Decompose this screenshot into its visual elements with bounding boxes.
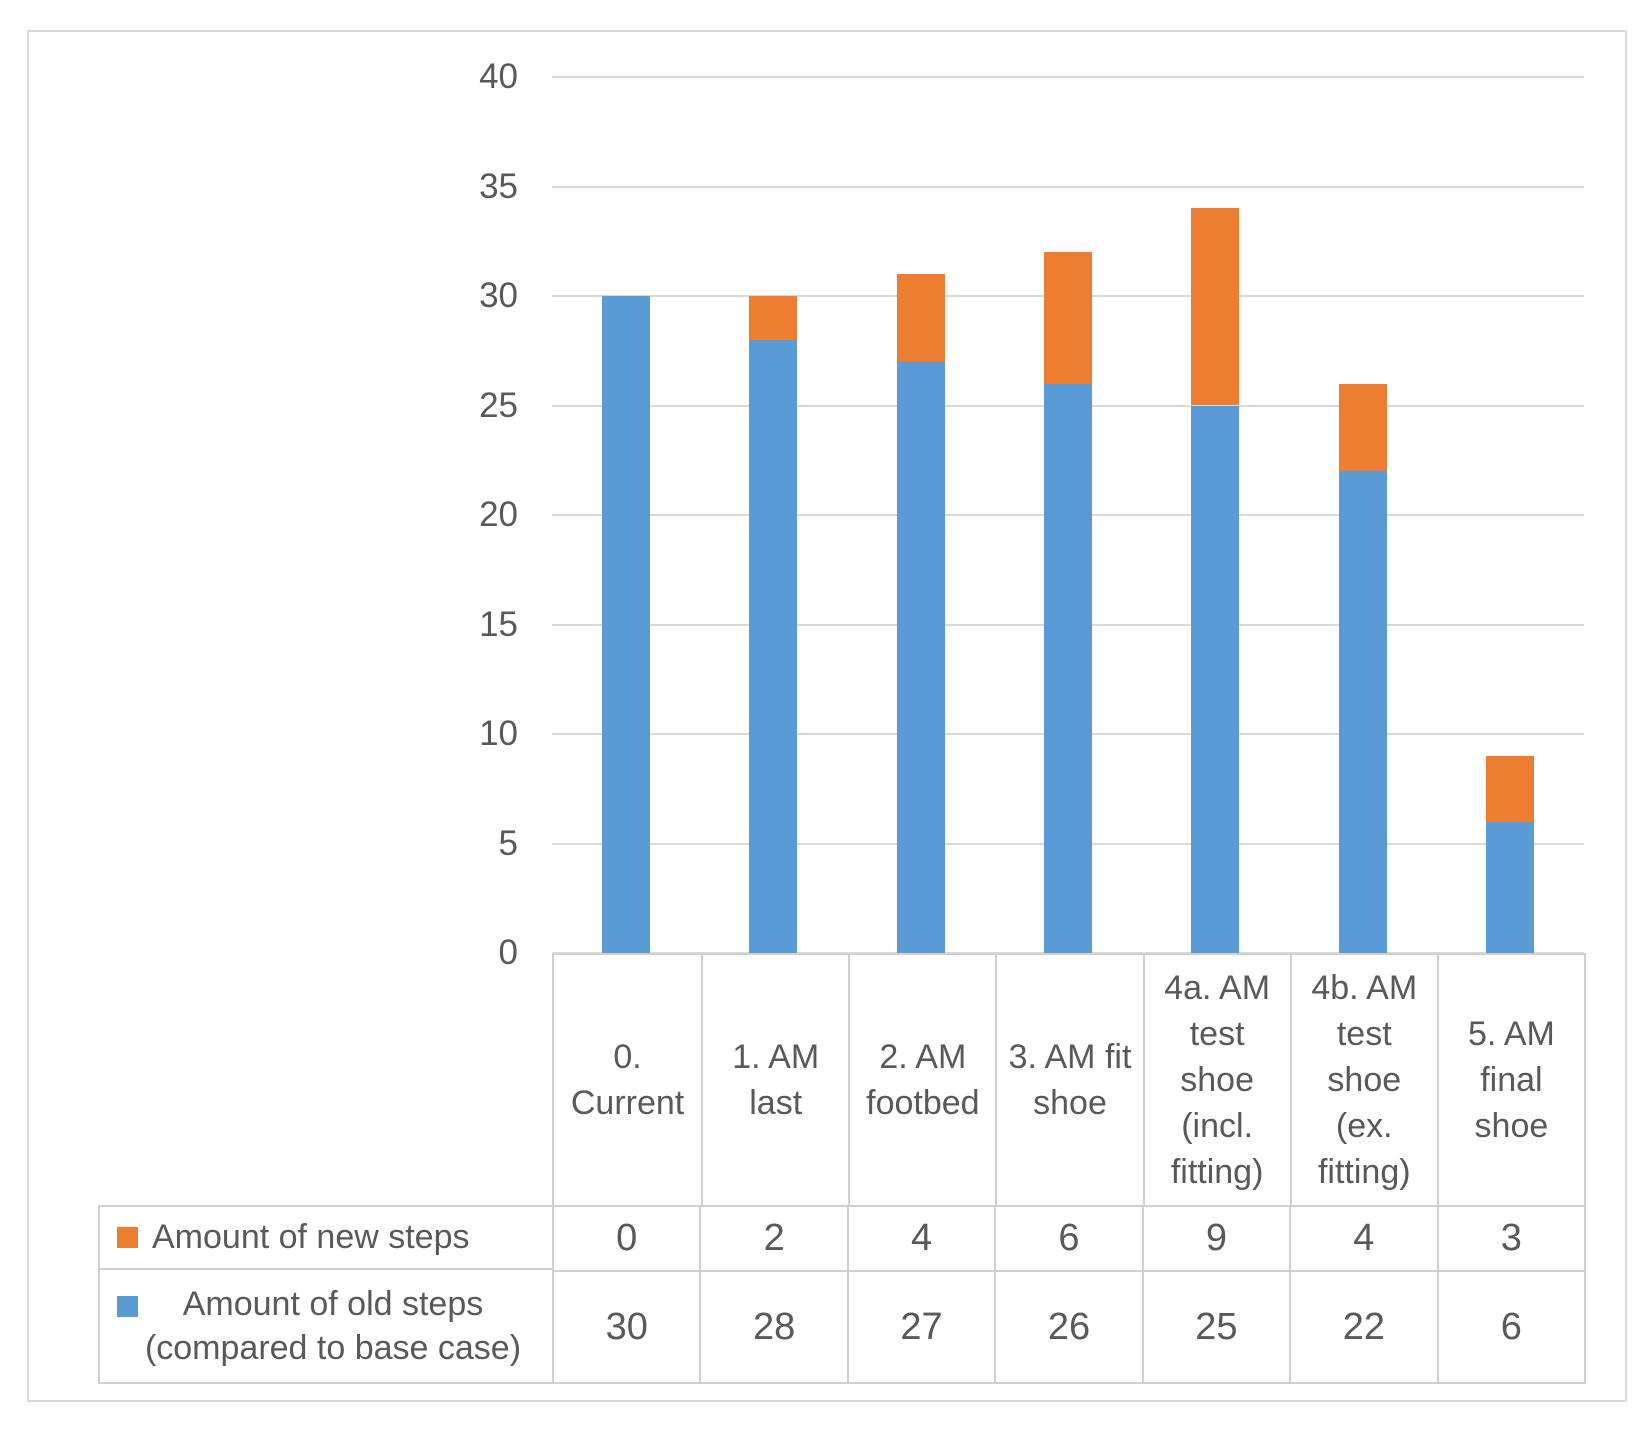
bar-segment-old-steps	[1338, 471, 1387, 953]
y-axis-tick-label: 20	[479, 495, 518, 534]
old-steps-legend-label: Amount of old steps (compared to base ca…	[144, 1285, 522, 1367]
data-table: Amount of new steps Amount of old steps …	[98, 1205, 1586, 1384]
y-axis-tick-label: 40	[479, 57, 518, 96]
bar-segment-old-steps	[1044, 383, 1092, 953]
category-label: 1. AM last	[701, 955, 848, 1205]
table-value-old-steps: 6	[1436, 1270, 1584, 1382]
bar-segment-new-steps	[1338, 383, 1387, 472]
table-value-new-steps: 2	[699, 1207, 846, 1270]
table-value-new-steps: 4	[1289, 1207, 1436, 1270]
bar-segment-old-steps	[1191, 405, 1240, 953]
table-value-new-steps: 9	[1141, 1207, 1289, 1270]
bar-segment-new-steps	[749, 296, 798, 340]
legend-entry-old-steps: Amount of old steps (compared to base ca…	[100, 1268, 552, 1382]
table-value-new-steps: 4	[846, 1207, 994, 1270]
bar-segment-old-steps	[601, 296, 650, 953]
new-steps-legend-label: Amount of new steps	[152, 1218, 470, 1256]
table-value-old-steps: 25	[1141, 1270, 1290, 1382]
y-axis-tick-label: 30	[479, 276, 518, 315]
gridline-y-40	[552, 76, 1584, 78]
y-axis-tick-label: 10	[479, 714, 518, 753]
bar-segment-new-steps	[896, 274, 945, 362]
gridline-y-35	[552, 185, 1584, 188]
bar-segment-new-steps	[1486, 755, 1535, 822]
bar-segment-old-steps	[1486, 821, 1535, 953]
category-label: 4a. AM test shoe (incl. fitting)	[1142, 955, 1290, 1205]
category-label: 4b. AM test shoe (ex. fitting)	[1289, 955, 1437, 1205]
old-steps-legend-swatch	[117, 1296, 138, 1317]
category-label: 3. AM fit shoe	[995, 955, 1142, 1205]
new-steps-legend-swatch	[117, 1227, 138, 1248]
y-axis-tick-label: 25	[479, 385, 518, 425]
table-value-new-steps: 3	[1436, 1207, 1584, 1270]
legend-entry-new-steps: Amount of new steps	[100, 1207, 552, 1268]
category-label: 5. AM final shoe	[1436, 955, 1584, 1205]
table-value-old-steps: 28	[699, 1270, 847, 1382]
table-value-new-steps: 0	[552, 1207, 699, 1270]
bar-segment-old-steps	[896, 361, 945, 953]
y-axis-tick-label: 5	[498, 823, 518, 863]
y-axis-tick-label: 0	[498, 933, 518, 972]
category-label: 2. AM footbed	[848, 955, 995, 1205]
category-label: 0. Current	[570, 1038, 685, 1122]
y-axis-tick-label: 15	[479, 604, 518, 644]
bar-segment-new-steps	[1044, 252, 1092, 384]
table-value-old-steps: 30	[552, 1270, 700, 1382]
table-value-new-steps: 6	[994, 1207, 1141, 1270]
bar-segment-old-steps	[749, 339, 798, 953]
table-value-old-steps: 27	[846, 1270, 995, 1382]
table-value-old-steps: 22	[1289, 1270, 1437, 1382]
table-value-old-steps: 26	[994, 1270, 1142, 1382]
y-axis-tick-label: 35	[479, 166, 518, 206]
bar-segment-new-steps	[1191, 208, 1240, 406]
category-header-row: 0. Current 1. AM last 2. AM footbed 3. AM f…	[552, 953, 1586, 1207]
